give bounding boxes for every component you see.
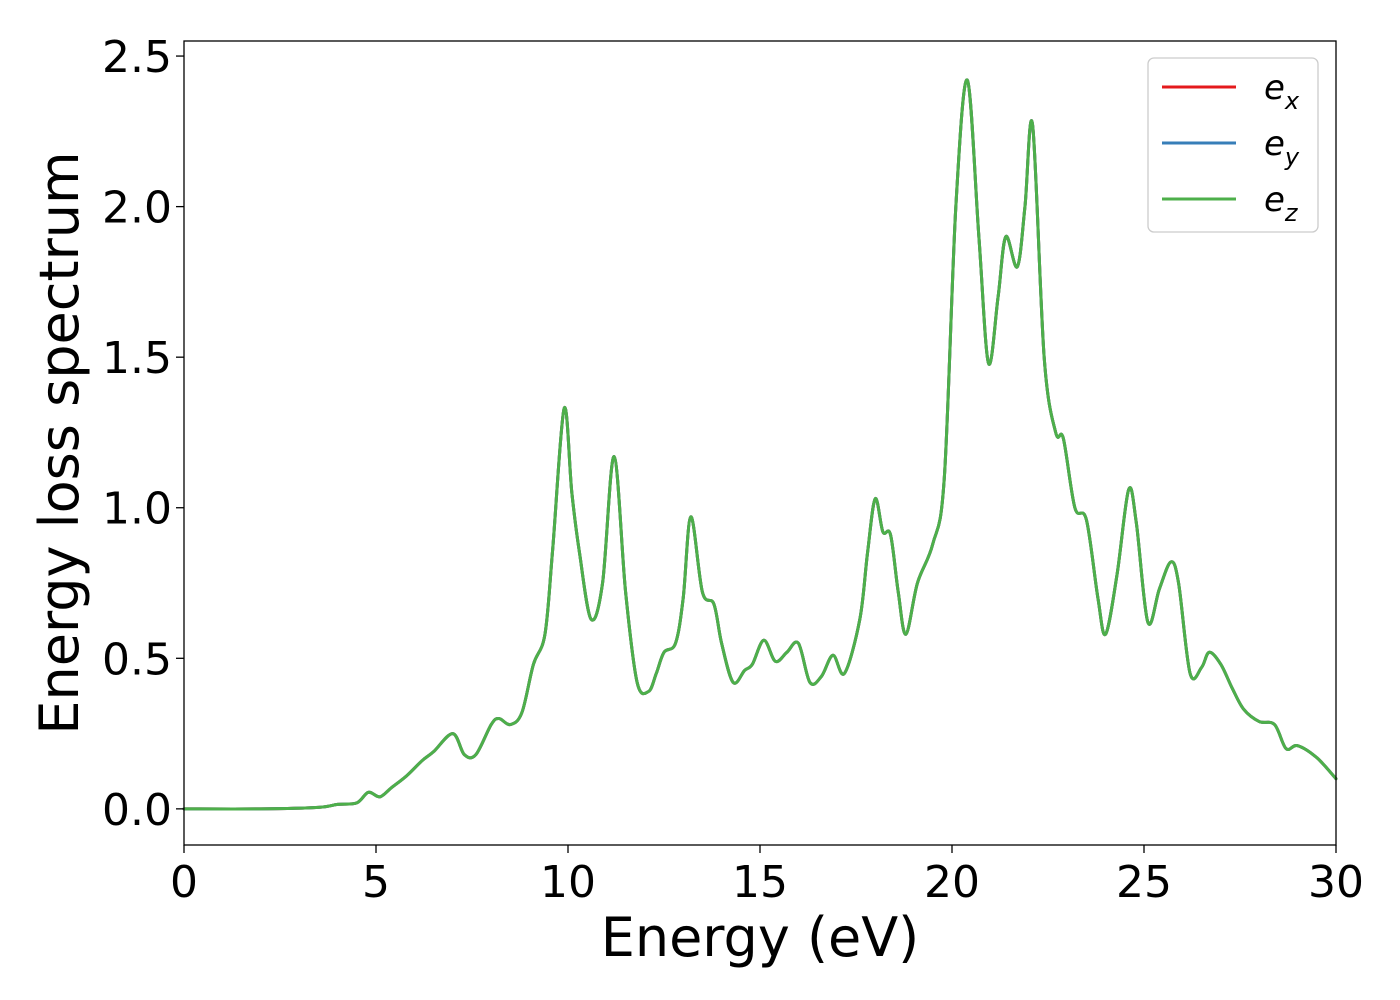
x-tick-label: 0 xyxy=(170,857,198,908)
x-tick-label: 15 xyxy=(732,857,788,908)
series-line-z xyxy=(182,78,1338,811)
legend-label-z: ez xyxy=(1264,180,1299,227)
y-tick-label: 1.5 xyxy=(102,333,172,384)
y-axis-ticks: 0.0 0.5 1.0 1.5 2.0 2.5 xyxy=(102,32,184,836)
x-tick-label: 25 xyxy=(1116,857,1172,908)
legend-label-subscript: x xyxy=(1284,87,1300,115)
y-tick-label: 0.0 xyxy=(102,785,172,836)
x-axis-ticks: 0 5 10 15 20 25 30 xyxy=(170,845,1364,908)
legend-label-subscript: y xyxy=(1284,143,1300,171)
y-tick-label: 1.0 xyxy=(102,484,172,535)
legend-label-subscript: z xyxy=(1284,199,1299,227)
y-tick-label: 0.5 xyxy=(102,634,172,685)
y-tick-label: 2.0 xyxy=(102,183,172,234)
legend-box xyxy=(1147,57,1319,233)
legend-label-base: e xyxy=(1264,180,1285,220)
x-tick-label: 20 xyxy=(924,857,980,908)
legend-label-x: ex xyxy=(1264,68,1300,115)
legend-label-base: e xyxy=(1264,124,1285,164)
y-tick-label: 2.5 xyxy=(102,32,172,83)
x-tick-label: 5 xyxy=(362,857,390,908)
legend-label-y: ey xyxy=(1264,124,1300,171)
x-tick-label: 10 xyxy=(540,857,596,908)
legend-label-base: e xyxy=(1264,68,1285,108)
x-axis-title: Energy (eV) xyxy=(601,906,920,969)
x-tick-label: 30 xyxy=(1308,857,1364,908)
y-axis-title: Energy loss spectrum xyxy=(28,151,91,734)
series-layer xyxy=(182,78,1338,811)
